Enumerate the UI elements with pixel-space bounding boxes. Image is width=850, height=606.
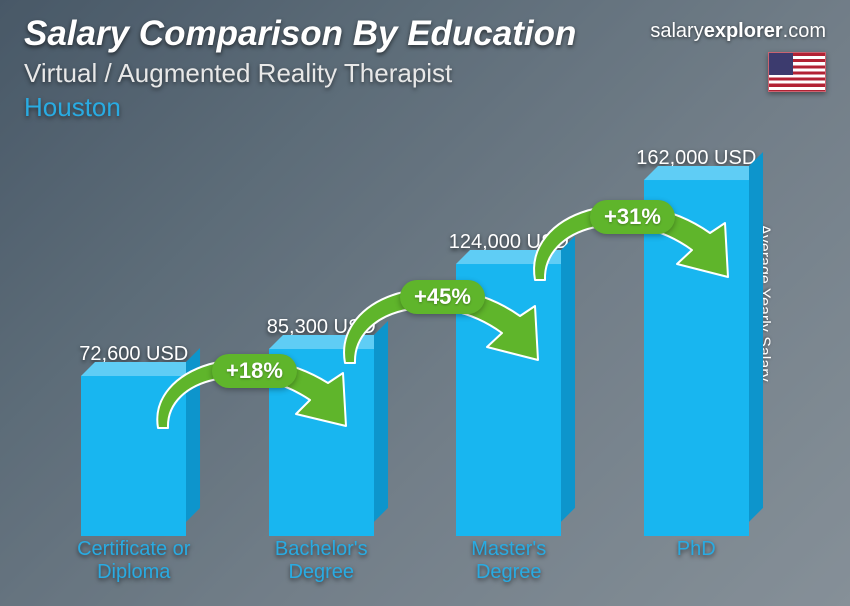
chart-area: 72,600 USD85,300 USD124,000 USD162,000 U… bbox=[40, 140, 790, 586]
percent-increase-badge: +45% bbox=[400, 280, 485, 314]
percent-increase-badge: +18% bbox=[212, 354, 297, 388]
x-axis-label: Master'sDegree bbox=[426, 538, 591, 588]
brand-accent: explorer bbox=[704, 20, 783, 42]
bar bbox=[81, 376, 186, 536]
x-axis-label: Bachelor'sDegree bbox=[239, 538, 404, 588]
flag-canton bbox=[769, 53, 793, 75]
flag-icon bbox=[768, 52, 826, 92]
brand-suffix: .com bbox=[783, 20, 826, 42]
bar-top bbox=[644, 166, 763, 180]
bar-group: 124,000 USD bbox=[426, 231, 591, 536]
bar-side bbox=[749, 152, 763, 522]
bar-side bbox=[561, 236, 575, 522]
brand-prefix: salary bbox=[650, 20, 703, 42]
x-axis-label: Certificate orDiploma bbox=[51, 538, 216, 588]
bar-top bbox=[81, 362, 200, 376]
x-axis-label: PhD bbox=[614, 538, 779, 588]
x-labels-container: Certificate orDiploma Bachelor'sDegree Mas… bbox=[40, 538, 790, 588]
bar-top bbox=[456, 250, 575, 264]
location-label: Houston bbox=[24, 92, 121, 123]
brand-logo: salaryexplorer.com bbox=[650, 20, 826, 43]
bar-group: 72,600 USD bbox=[51, 343, 216, 536]
job-title: Virtual / Augmented Reality Therapist bbox=[24, 58, 452, 89]
bar-front bbox=[81, 376, 186, 536]
bars-container: 72,600 USD85,300 USD124,000 USD162,000 U… bbox=[40, 140, 790, 536]
bar-side bbox=[186, 348, 200, 522]
percent-increase-badge: +31% bbox=[590, 200, 675, 234]
bar-group: 85,300 USD bbox=[239, 316, 404, 536]
main-title: Salary Comparison By Education bbox=[24, 14, 576, 54]
bar-top bbox=[269, 335, 388, 349]
bar-side bbox=[374, 321, 388, 522]
infographic-container: Salary Comparison By Education Virtual /… bbox=[0, 0, 850, 606]
